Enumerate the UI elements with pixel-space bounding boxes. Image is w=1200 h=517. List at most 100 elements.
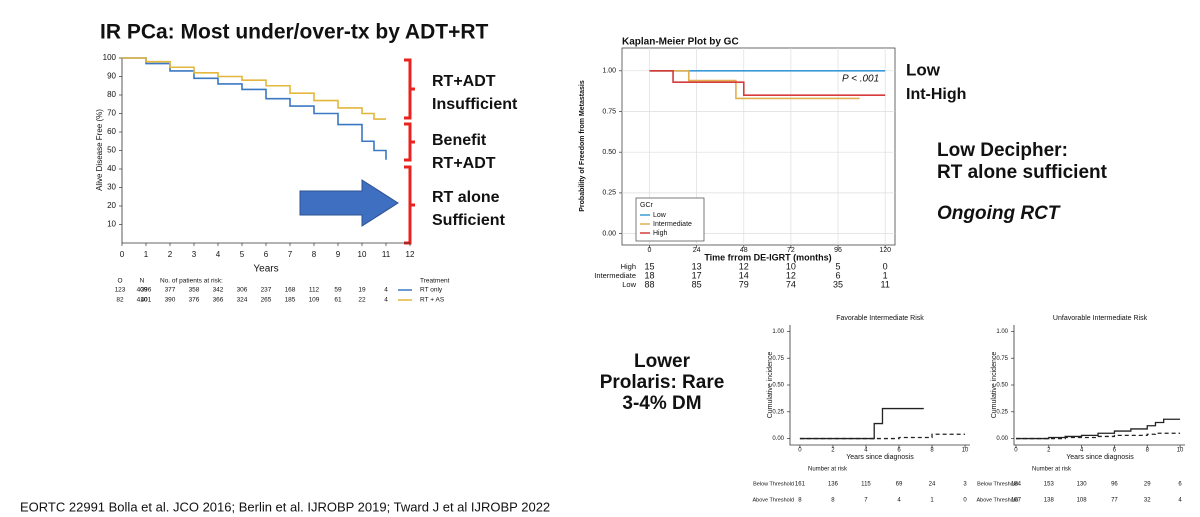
- series-line: [649, 69, 860, 100]
- brackets: [404, 58, 415, 245]
- series-line: [649, 69, 886, 97]
- axes: [1013, 325, 1185, 446]
- risk-count: 366: [213, 297, 224, 304]
- x-tick-label: 0: [798, 448, 802, 454]
- x-tick-label: 9: [336, 250, 341, 259]
- risk-title: Number at risk: [808, 467, 848, 473]
- x-tick-label: 0: [1014, 448, 1018, 454]
- risk-count: 5: [836, 261, 841, 271]
- x-tick-label: 4: [1080, 448, 1084, 454]
- legend-label: Low: [653, 212, 667, 219]
- bracket: [404, 58, 415, 120]
- y-tick-label: 1.00: [996, 329, 1008, 335]
- note: 3-4% DM: [622, 393, 701, 414]
- risk-count: 153: [1044, 482, 1055, 488]
- x-tick-label: 11: [382, 250, 391, 259]
- risk-count: 410: [137, 297, 148, 304]
- risk-count: 35: [833, 279, 843, 289]
- y-tick-label: 0.75: [996, 356, 1008, 362]
- annotation: RT alone: [432, 189, 500, 206]
- x-tick-label: 5: [240, 250, 245, 259]
- risk-count: 74: [786, 279, 796, 289]
- risk-count: 376: [189, 297, 200, 304]
- risk-count: 12: [739, 261, 749, 271]
- y-tick-label: 10: [107, 220, 116, 229]
- risk-label: Low: [622, 280, 636, 289]
- risk-header: Treatment: [420, 278, 450, 285]
- x-tick-label: 8: [312, 250, 317, 259]
- risk-count: 237: [261, 287, 272, 294]
- risk-count: 138: [1044, 498, 1055, 504]
- y-tick-label: 90: [107, 72, 116, 81]
- bracket: [404, 122, 415, 162]
- risk-count: 24: [929, 482, 936, 488]
- risk-count: 14: [739, 270, 749, 280]
- x-tick-label: 4: [864, 448, 868, 454]
- y-tick-label: 60: [107, 127, 116, 136]
- risk-count: 4: [1178, 498, 1182, 504]
- risk-count: 82: [116, 297, 124, 304]
- annotation: Low: [906, 60, 941, 79]
- slide-title: IR PCa: Most under/over-tx by ADT+RT: [100, 21, 489, 44]
- x-tick-label: 2: [1047, 448, 1051, 454]
- risk-count: 32: [1144, 498, 1151, 504]
- x-tick-label: 7: [288, 250, 293, 259]
- risk-count: 342: [213, 287, 224, 294]
- risk-count: 136: [828, 482, 839, 488]
- risk-count: 88: [644, 279, 654, 289]
- annotation: Insufficient: [432, 96, 518, 113]
- note: Low Decipher:: [937, 140, 1068, 161]
- risk-count: 3: [963, 482, 967, 488]
- risk-header: N: [140, 278, 145, 285]
- y-tick-label: 80: [107, 90, 116, 99]
- legend-label: Intermediate: [653, 221, 692, 228]
- x-tick-label: 10: [358, 250, 367, 259]
- x-axis-label: Years since diagnosis: [846, 454, 914, 461]
- series-line: [799, 407, 924, 440]
- chart: Favorable Intermediate Risk 0.00 0.25 0.50 0…: [753, 315, 970, 504]
- y-tick-label: 30: [107, 183, 116, 192]
- risk-count: 19: [358, 287, 366, 294]
- note: Ongoing RCT: [937, 203, 1061, 224]
- x-tick-label: 12: [406, 250, 415, 259]
- risk-count: 15: [644, 261, 654, 271]
- risk-count: 161: [795, 482, 806, 488]
- risk-count: 1: [930, 498, 934, 504]
- series-line: [1015, 418, 1181, 440]
- y-tick-label: 0.25: [602, 190, 616, 197]
- y-tick-label: 0.25: [996, 409, 1008, 415]
- x-tick-label: 10: [962, 448, 969, 454]
- risk-count: 8: [798, 498, 802, 504]
- x-tick-label: 0: [648, 247, 652, 254]
- risk-count: 17: [692, 270, 702, 280]
- risk-header: No. of patients at risk:: [160, 278, 223, 285]
- risk-count: 184: [1011, 482, 1022, 488]
- risk-count: 306: [237, 287, 248, 294]
- x-tick-label: 48: [740, 247, 748, 254]
- x-tick-label: 72: [787, 247, 795, 254]
- risk-count: 61: [334, 297, 342, 304]
- chart: Unfavorable Intermediate Risk 0.00 0.25 0.5…: [977, 315, 1185, 504]
- risk-count: 4: [897, 498, 901, 504]
- risk-count: 13: [692, 261, 702, 271]
- risk-count: 18: [644, 270, 654, 280]
- risk-count: 390: [165, 297, 176, 304]
- risk-count: 79: [739, 279, 749, 289]
- axes: [789, 325, 970, 446]
- x-tick-label: 1: [144, 250, 149, 259]
- x-axis-label: Years: [253, 264, 278, 275]
- risk-count: 130: [1077, 482, 1088, 488]
- x-tick-label: 6: [264, 250, 269, 259]
- y-tick-label: 0.50: [996, 383, 1008, 389]
- risk-count: 167: [1011, 498, 1022, 504]
- y-tick-label: 100: [103, 53, 117, 62]
- risk-count: 168: [285, 287, 296, 294]
- chart-title: Unfavorable Intermediate Risk: [1053, 315, 1148, 322]
- y-tick-label: 0.50: [772, 383, 784, 389]
- risk-label: Above Threshold: [977, 497, 1018, 503]
- risk-count: 7: [864, 498, 868, 504]
- risk-count: 96: [1111, 482, 1118, 488]
- risk-label: Above Threshold: [753, 497, 794, 503]
- x-tick-label: 24: [693, 247, 701, 254]
